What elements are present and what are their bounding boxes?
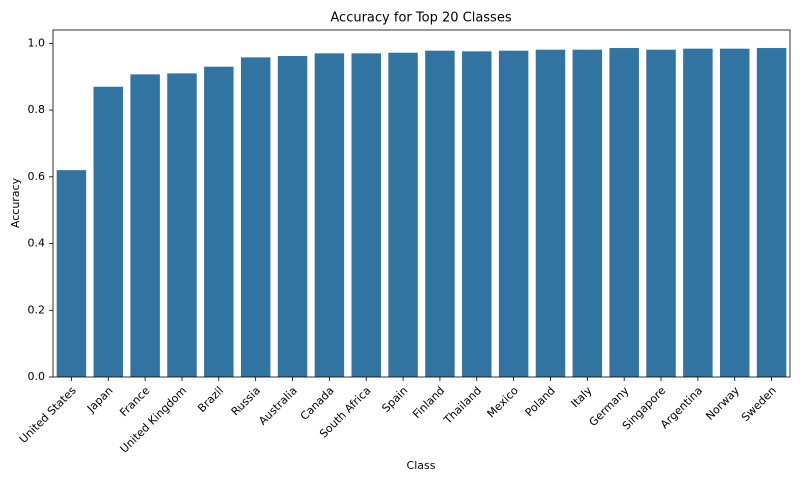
- bar: [683, 48, 713, 377]
- y-tick-label: 0.6: [28, 170, 46, 183]
- y-tick-label: 0.2: [28, 303, 46, 316]
- bar: [93, 86, 124, 377]
- x-tick-label: Norway: [703, 384, 742, 423]
- bar: [609, 48, 639, 378]
- x-tick-label: Spain: [379, 384, 410, 415]
- x-tick-label: Thailand: [441, 384, 484, 427]
- bar: [572, 49, 603, 377]
- bar: [388, 52, 418, 377]
- bar: [646, 49, 676, 377]
- x-tick-label: Poland: [523, 384, 558, 419]
- y-tick-label: 0.0: [28, 370, 46, 383]
- bar: [351, 53, 381, 377]
- bar: [240, 57, 271, 377]
- bar: [130, 74, 160, 377]
- x-tick-label: Mexico: [485, 384, 522, 421]
- y-tick-label: 1.0: [28, 36, 46, 49]
- x-tick-label: Sweden: [739, 384, 779, 424]
- y-tick-label: 0.8: [28, 103, 46, 116]
- bar: [425, 50, 455, 378]
- bar: [462, 51, 492, 377]
- bar: [756, 48, 787, 378]
- bar: [498, 50, 529, 378]
- x-tick-label: Japan: [84, 384, 116, 416]
- x-tick-label: Italy: [568, 384, 594, 410]
- bar: [277, 56, 308, 378]
- axes-frame: [52, 29, 791, 378]
- y-axis-label: Accuracy: [9, 177, 22, 228]
- bar: [56, 170, 87, 377]
- x-tick-label: United States: [17, 384, 79, 446]
- x-tick-label: Brazil: [195, 384, 226, 415]
- bar: [314, 53, 345, 377]
- bar: [167, 73, 197, 377]
- x-tick-label: France: [117, 384, 152, 419]
- x-axis-label: Class: [407, 459, 436, 472]
- chart-title: Accuracy for Top 20 Classes: [330, 11, 511, 26]
- bar: [204, 66, 234, 378]
- x-tick-label: United Kingdom: [118, 384, 190, 456]
- x-tick-label: Russia: [229, 384, 263, 418]
- bar: [535, 49, 566, 377]
- x-tick-label: Australia: [256, 384, 300, 428]
- x-tick-label: Finland: [410, 384, 447, 421]
- y-tick-label: 0.4: [28, 237, 46, 250]
- bar: [719, 48, 750, 377]
